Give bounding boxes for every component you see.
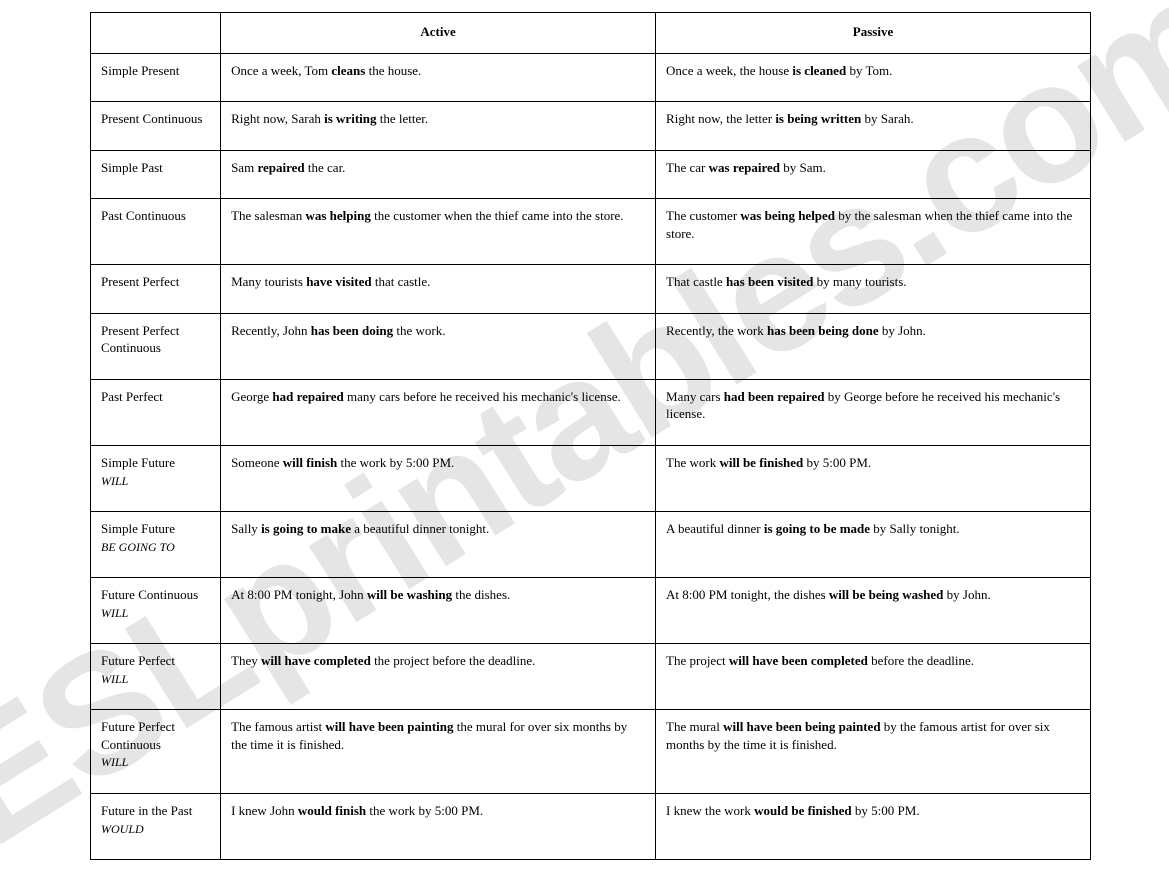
table-row: Simple Future BE GOING TO Sally is going t… bbox=[91, 512, 1091, 578]
tense-name: Future Perfect Continuous bbox=[101, 719, 175, 752]
table-row: Present Continuous Right now, Sarah is wr… bbox=[91, 102, 1091, 151]
tense-sub: WILL bbox=[101, 474, 128, 488]
tense-name: Simple Past bbox=[101, 160, 163, 175]
active-cell: Many tourists have visited that castle. bbox=[221, 265, 656, 314]
tense-cell: Simple Past bbox=[91, 150, 221, 199]
tense-sub: WOULD bbox=[101, 822, 144, 836]
passive-cell: Once a week, the house is cleaned by Tom… bbox=[656, 53, 1091, 102]
header-blank bbox=[91, 13, 221, 54]
table-row: Simple Future WILL Someone will finish the… bbox=[91, 446, 1091, 512]
tense-cell: Simple Present bbox=[91, 53, 221, 102]
tense-name: Present Continuous bbox=[101, 111, 202, 126]
active-cell: The salesman was helping the customer wh… bbox=[221, 199, 656, 265]
table-body: Simple Present Once a week, Tom cleans th… bbox=[91, 53, 1091, 860]
passive-cell: The mural will have been being painted b… bbox=[656, 710, 1091, 794]
voice-table-wrap: Active Passive Simple Present Once a week… bbox=[0, 0, 1169, 872]
tense-name: Future in the Past bbox=[101, 803, 192, 818]
tense-name: Future Continuous bbox=[101, 587, 198, 602]
tense-cell: Past Perfect bbox=[91, 379, 221, 445]
tense-name: Past Perfect bbox=[101, 389, 163, 404]
active-cell: The famous artist will have been paintin… bbox=[221, 710, 656, 794]
active-cell: Sally is going to make a beautiful dinne… bbox=[221, 512, 656, 578]
active-cell: George had repaired many cars before he … bbox=[221, 379, 656, 445]
tense-cell: Simple Future WILL bbox=[91, 446, 221, 512]
active-cell: Right now, Sarah is writing the letter. bbox=[221, 102, 656, 151]
active-cell: I knew John would finish the work by 5:0… bbox=[221, 794, 656, 860]
active-cell: At 8:00 PM tonight, John will be washing… bbox=[221, 578, 656, 644]
tense-cell: Past Continuous bbox=[91, 199, 221, 265]
passive-cell: The work will be finished by 5:00 PM. bbox=[656, 446, 1091, 512]
header-row: Active Passive bbox=[91, 13, 1091, 54]
passive-cell: At 8:00 PM tonight, the dishes will be b… bbox=[656, 578, 1091, 644]
tense-name: Future Perfect bbox=[101, 653, 175, 668]
passive-cell: The customer was being helped by the sal… bbox=[656, 199, 1091, 265]
passive-cell: Many cars had been repaired by George be… bbox=[656, 379, 1091, 445]
table-row: Past Continuous The salesman was helping … bbox=[91, 199, 1091, 265]
tense-name: Past Continuous bbox=[101, 208, 186, 223]
active-cell: Recently, John has been doing the work. bbox=[221, 313, 656, 379]
table-row: Past Perfect George had repaired many car… bbox=[91, 379, 1091, 445]
table-row: Simple Present Once a week, Tom cleans th… bbox=[91, 53, 1091, 102]
voice-table: Active Passive Simple Present Once a week… bbox=[90, 12, 1091, 860]
table-row: Future Perfect WILL They will have complet… bbox=[91, 644, 1091, 710]
tense-cell: Future Perfect Continuous WILL bbox=[91, 710, 221, 794]
tense-name: Present Perfect Continuous bbox=[101, 323, 179, 356]
passive-cell: Right now, the letter is being written b… bbox=[656, 102, 1091, 151]
tense-name: Simple Present bbox=[101, 63, 179, 78]
tense-name: Simple Future bbox=[101, 521, 175, 536]
table-row: Present Perfect Many tourists have visite… bbox=[91, 265, 1091, 314]
header-passive: Passive bbox=[656, 13, 1091, 54]
passive-cell: The car was repaired by Sam. bbox=[656, 150, 1091, 199]
table-row: Future Continuous WILL At 8:00 PM tonight,… bbox=[91, 578, 1091, 644]
table-row: Future in the Past WOULD I knew John would… bbox=[91, 794, 1091, 860]
passive-cell: That castle has been visited by many tou… bbox=[656, 265, 1091, 314]
tense-cell: Present Perfect Continuous bbox=[91, 313, 221, 379]
active-cell: Sam repaired the car. bbox=[221, 150, 656, 199]
tense-cell: Future Continuous WILL bbox=[91, 578, 221, 644]
table-row: Future Perfect Continuous WILL The famous … bbox=[91, 710, 1091, 794]
tense-cell: Present Continuous bbox=[91, 102, 221, 151]
passive-cell: I knew the work would be finished by 5:0… bbox=[656, 794, 1091, 860]
tense-sub: BE GOING TO bbox=[101, 540, 175, 554]
tense-cell: Simple Future BE GOING TO bbox=[91, 512, 221, 578]
tense-name: Present Perfect bbox=[101, 274, 179, 289]
active-cell: Someone will finish the work by 5:00 PM. bbox=[221, 446, 656, 512]
tense-cell: Future in the Past WOULD bbox=[91, 794, 221, 860]
tense-cell: Future Perfect WILL bbox=[91, 644, 221, 710]
passive-cell: The project will have been completed bef… bbox=[656, 644, 1091, 710]
tense-sub: WILL bbox=[101, 606, 128, 620]
passive-cell: Recently, the work has been being done b… bbox=[656, 313, 1091, 379]
tense-sub: WILL bbox=[101, 755, 128, 769]
header-active: Active bbox=[221, 13, 656, 54]
tense-cell: Present Perfect bbox=[91, 265, 221, 314]
tense-name: Simple Future bbox=[101, 455, 175, 470]
active-cell: Once a week, Tom cleans the house. bbox=[221, 53, 656, 102]
tense-sub: WILL bbox=[101, 672, 128, 686]
table-row: Simple Past Sam repaired the car.The car … bbox=[91, 150, 1091, 199]
passive-cell: A beautiful dinner is going to be made b… bbox=[656, 512, 1091, 578]
table-row: Present Perfect Continuous Recently, John… bbox=[91, 313, 1091, 379]
active-cell: They will have completed the project bef… bbox=[221, 644, 656, 710]
